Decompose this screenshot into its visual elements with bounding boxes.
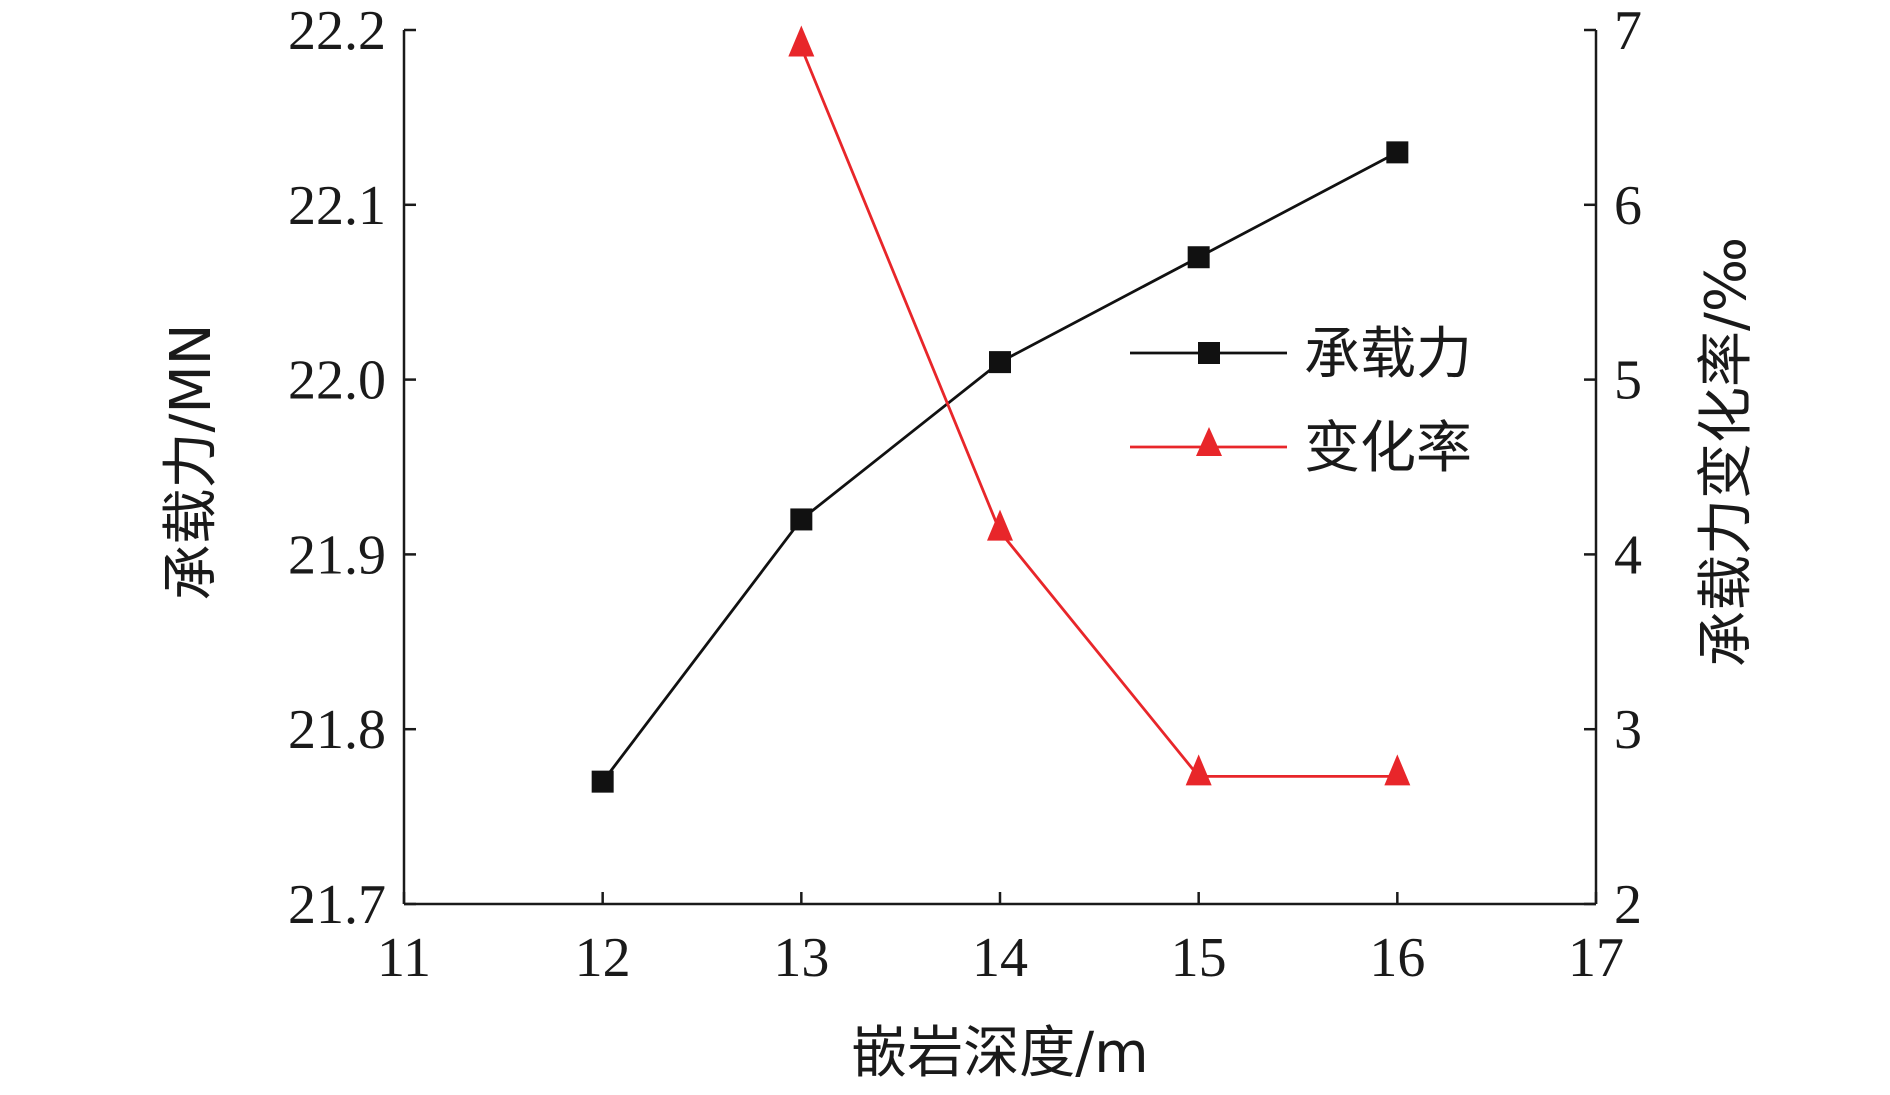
x-tick-label: 11: [377, 927, 431, 989]
x-tick-label: 12: [575, 927, 631, 989]
y-right-tick-label: 4: [1614, 524, 1642, 586]
y-right-tick-label: 7: [1614, 0, 1642, 62]
series-1-point: [1384, 754, 1411, 786]
x-axis-title: 嵌岩深度/m: [851, 1021, 1148, 1086]
y-left-tick-label: 21.8: [288, 699, 386, 761]
y-left-tick-label: 22.0: [288, 350, 386, 412]
legend-marker-1: [1196, 427, 1222, 456]
series-0-point: [989, 351, 1011, 374]
series-0-point: [1386, 141, 1409, 164]
series-0-point: [591, 770, 614, 793]
y-right-axis-title: 承载力变化率/‰: [1694, 237, 1759, 667]
legend-label-1: 变化率: [1304, 416, 1472, 481]
y-left-axis-title: 承载力/MN: [159, 323, 224, 600]
chart-axes: 11 12 13 14 15 16 17 21.7 21.8 21.9 22.0 22.1 22.2 2 3…: [288, 0, 1642, 989]
legend-label-0: 承载力: [1304, 322, 1472, 387]
y-right-tick-label: 2: [1614, 874, 1642, 936]
y-left-tick-label: 21.7: [288, 874, 386, 936]
y-right-tick-label: 3: [1614, 699, 1642, 761]
series-layer: [591, 25, 1411, 793]
x-tick-label: 17: [1568, 927, 1624, 989]
x-tick-label: 13: [773, 927, 829, 989]
y-left-tick-label: 22.1: [288, 175, 386, 237]
y-right-tick-label: 6: [1614, 175, 1642, 237]
y-left-tick-label: 22.2: [288, 0, 386, 62]
series-0-point: [790, 508, 813, 531]
series-line-1: [800, 46, 1398, 778]
series-line-0: [601, 151, 1398, 783]
series-1-point: [987, 509, 1013, 541]
legend-marker-0: [1198, 342, 1220, 364]
x-tick-label: 14: [972, 927, 1028, 989]
x-tick-label: 16: [1369, 927, 1425, 989]
legend: 承载力变化率: [1130, 322, 1472, 481]
y-left-tick-label: 21.9: [288, 524, 386, 586]
series-0-point: [1187, 246, 1210, 269]
series-1-point: [788, 25, 815, 57]
series-1-point: [1185, 754, 1212, 786]
x-tick-label: 15: [1171, 927, 1227, 989]
y-right-tick-label: 5: [1614, 350, 1642, 412]
